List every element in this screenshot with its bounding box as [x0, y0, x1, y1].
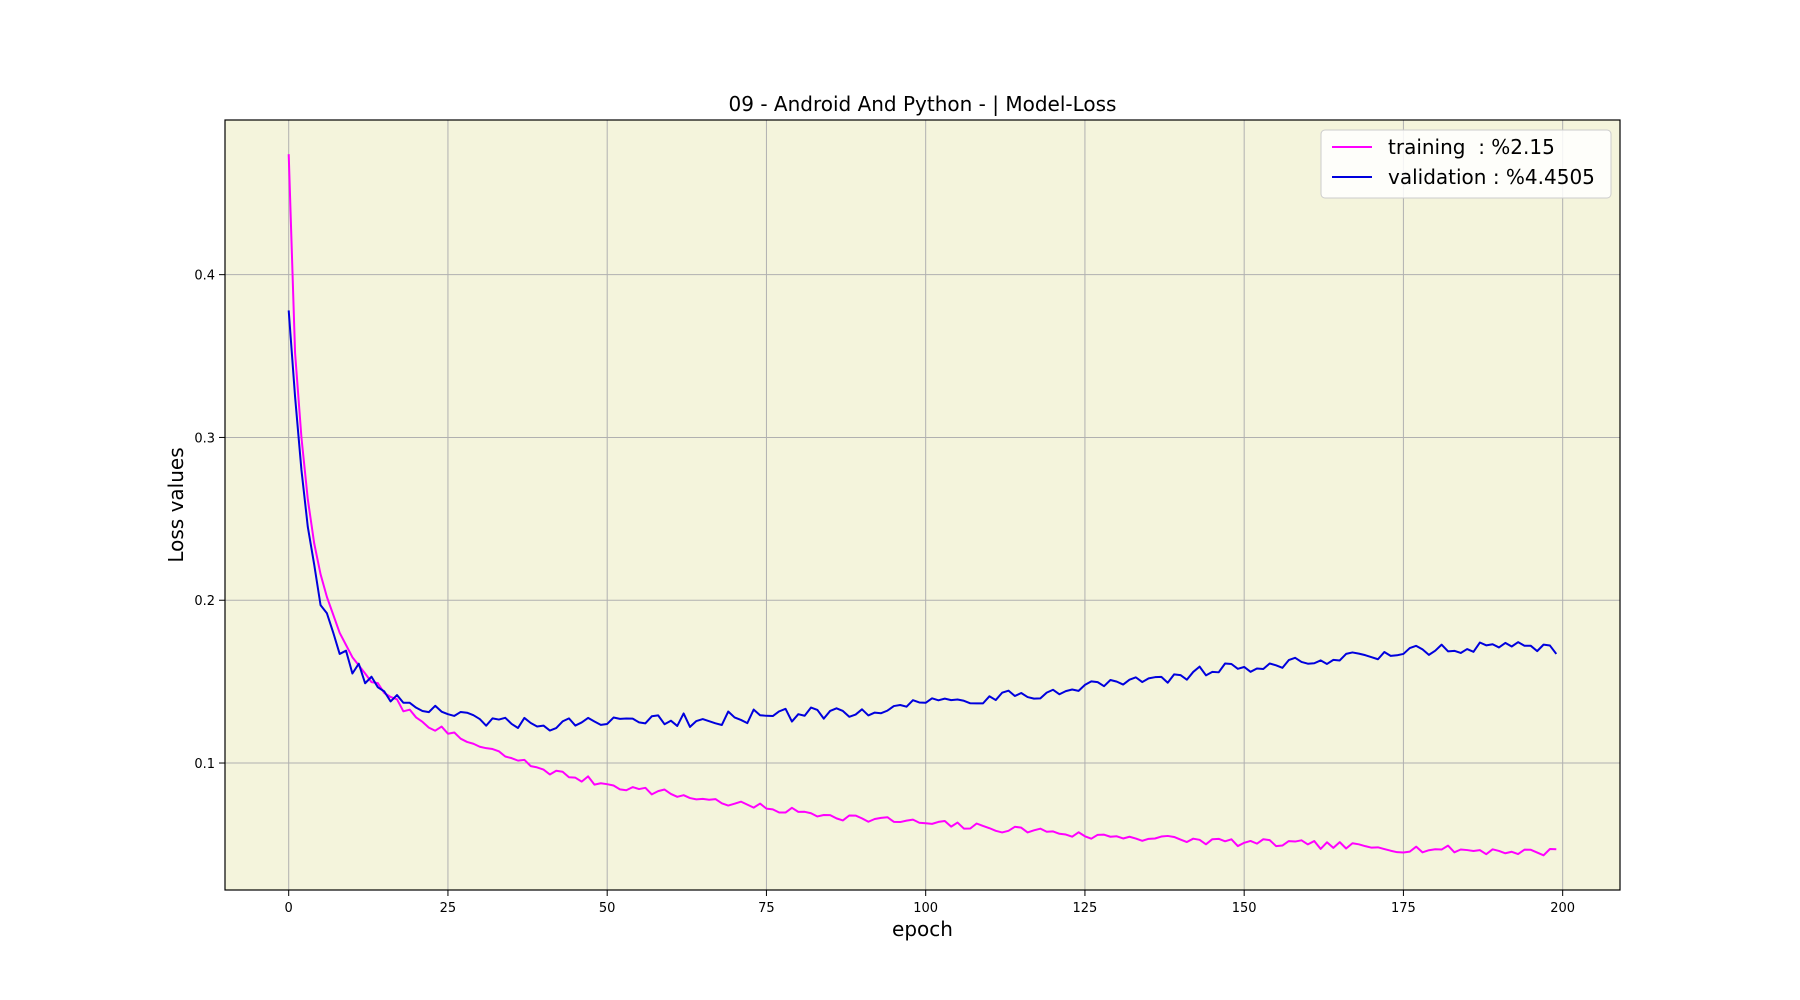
y-tick-label: 0.4 — [194, 269, 215, 284]
x-tick-label: 125 — [1073, 901, 1098, 916]
series-lines — [287, 154, 1558, 857]
x-tick-label: 100 — [913, 901, 938, 916]
x-tick-label: 75 — [758, 901, 775, 916]
x-tick-label: 150 — [1232, 901, 1257, 916]
chart-title: 09 - Android And Python - | Model-Loss — [729, 92, 1117, 116]
x-tick-label: 50 — [599, 901, 616, 916]
plot-area — [225, 120, 1620, 890]
legend: training : %2.15 validation : %4.4505 — [1320, 129, 1612, 199]
x-tick-label: 175 — [1391, 901, 1416, 916]
x-axis-ticks: 0 25 50 75 100 125 150 175 200 — [285, 890, 1575, 916]
x-tick-label: 0 — [285, 901, 293, 916]
x-axis-label: epoch — [892, 917, 953, 941]
plot-frame — [224, 119, 1621, 891]
series-line-training — [287, 154, 1557, 857]
x-tick-label: 200 — [1550, 901, 1575, 916]
y-tick-label: 0.1 — [194, 757, 215, 772]
grid-lines — [225, 120, 1620, 890]
y-tick-label: 0.3 — [194, 431, 215, 446]
y-tick-label: 0.2 — [194, 594, 215, 609]
x-tick-label: 25 — [440, 901, 457, 916]
series-line-validation — [287, 310, 1558, 732]
legend-box — [1320, 129, 1612, 199]
legend-label-validation: validation : %4.4505 — [1388, 165, 1595, 189]
y-axis-label: Loss values — [164, 447, 188, 562]
legend-label-training: training : %2.15 — [1388, 135, 1555, 159]
y-axis-ticks: 0.1 0.2 0.3 0.4 — [194, 269, 225, 772]
